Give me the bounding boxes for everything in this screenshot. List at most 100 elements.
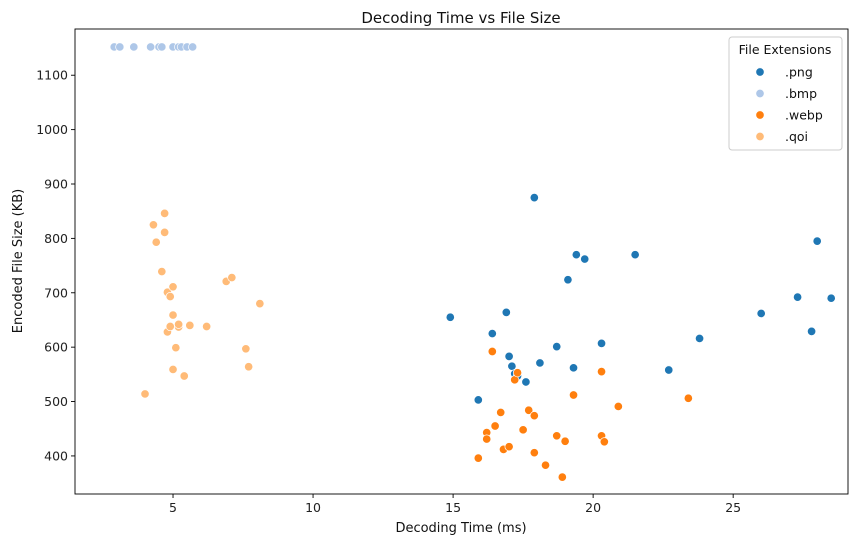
data-point-bmp bbox=[115, 42, 125, 52]
data-point-png bbox=[504, 351, 514, 361]
data-point-png bbox=[812, 236, 822, 246]
data-point-png bbox=[445, 312, 455, 322]
data-point-png bbox=[756, 308, 766, 318]
data-point-qoi bbox=[157, 267, 167, 277]
data-point-webp bbox=[557, 472, 567, 482]
data-point-webp bbox=[552, 431, 562, 441]
x-axis-title: Decoding Time (ms) bbox=[395, 521, 526, 536]
data-point-png bbox=[826, 293, 836, 303]
legend: File Extensions .png .bmp .webp .qoi bbox=[728, 36, 843, 151]
x-tick-label: 5 bbox=[169, 500, 177, 515]
y-tick-label: 1000 bbox=[36, 122, 68, 137]
data-point-webp bbox=[512, 368, 523, 378]
data-point-png bbox=[563, 275, 573, 285]
x-tick-label: 25 bbox=[725, 500, 741, 515]
data-point-png bbox=[535, 358, 545, 368]
y-tick-label: 600 bbox=[44, 340, 68, 355]
data-point-png bbox=[568, 363, 579, 373]
data-point-qoi bbox=[168, 364, 178, 375]
data-point-png bbox=[695, 333, 705, 344]
data-point-qoi bbox=[151, 237, 161, 247]
data-point-webp bbox=[596, 367, 607, 377]
data-point-bmp bbox=[188, 42, 198, 52]
data-point-qoi bbox=[227, 272, 237, 283]
legend-label-webp: .webp bbox=[785, 108, 823, 123]
x-tick-label: 10 bbox=[305, 500, 321, 515]
data-point-png bbox=[793, 292, 803, 302]
data-point-qoi bbox=[255, 299, 265, 309]
data-point-png bbox=[807, 326, 817, 336]
legend-label-png: .png bbox=[785, 65, 813, 80]
data-point-webp bbox=[540, 460, 551, 470]
plot-frame bbox=[74, 28, 849, 495]
data-point-png bbox=[487, 329, 497, 339]
legend-marker-webp bbox=[755, 110, 765, 120]
data-point-qoi bbox=[168, 310, 178, 320]
y-axis-title: Encoded File Size (KB) bbox=[11, 189, 26, 333]
data-point-qoi bbox=[241, 344, 251, 354]
data-point-png bbox=[630, 250, 640, 260]
x-axis: 5 10 15 20 25 bbox=[169, 494, 741, 515]
data-point-png bbox=[501, 307, 511, 317]
data-point-qoi bbox=[168, 282, 178, 292]
data-point-png bbox=[521, 377, 531, 387]
y-tick-label: 1100 bbox=[36, 68, 68, 83]
data-point-webp bbox=[560, 436, 570, 446]
data-point-webp bbox=[529, 411, 539, 421]
y-tick-label: 500 bbox=[44, 394, 68, 409]
y-tick-label: 400 bbox=[44, 448, 68, 463]
data-point-qoi bbox=[171, 343, 181, 353]
data-point-png bbox=[552, 342, 562, 352]
data-point-png bbox=[580, 254, 590, 264]
y-tick-label: 700 bbox=[44, 285, 68, 300]
data-point-bmp bbox=[157, 42, 167, 52]
x-tick-label: 20 bbox=[585, 500, 601, 515]
legend-marker-png bbox=[755, 67, 765, 77]
data-point-webp bbox=[504, 442, 514, 452]
data-point-qoi bbox=[160, 208, 170, 218]
data-point-qoi bbox=[185, 320, 195, 330]
data-point-webp bbox=[482, 434, 492, 444]
y-tick-label: 800 bbox=[44, 231, 68, 246]
legend-box bbox=[728, 36, 843, 151]
y-axis: 400 500 600 700 800 900 1000 1100 bbox=[36, 68, 75, 463]
y-tick-label: 900 bbox=[44, 177, 68, 192]
data-point-qoi bbox=[148, 220, 158, 230]
data-point-png bbox=[596, 338, 607, 348]
data-point-webp bbox=[599, 437, 609, 447]
x-tick-label: 15 bbox=[445, 500, 461, 515]
legend-marker-bmp bbox=[755, 88, 765, 99]
data-point-webp bbox=[490, 421, 500, 431]
data-point-qoi bbox=[160, 227, 170, 237]
data-point-webp bbox=[529, 448, 539, 458]
data-point-webp bbox=[487, 346, 497, 357]
data-point-qoi bbox=[244, 362, 254, 372]
data-point-qoi bbox=[165, 321, 175, 332]
legend-label-bmp: .bmp bbox=[785, 86, 817, 101]
data-point-qoi bbox=[140, 389, 150, 399]
plot-area-group bbox=[74, 28, 849, 495]
data-point-bmp bbox=[129, 42, 139, 52]
data-point-qoi bbox=[179, 371, 189, 381]
data-point-png bbox=[473, 395, 483, 405]
data-point-qoi bbox=[165, 292, 175, 302]
legend-title: File Extensions bbox=[739, 42, 832, 57]
data-point-webp bbox=[568, 390, 579, 400]
data-points bbox=[109, 42, 836, 482]
data-point-webp bbox=[683, 393, 693, 403]
data-point-qoi bbox=[174, 319, 184, 329]
data-point-png bbox=[529, 193, 539, 203]
data-point-png bbox=[571, 250, 581, 260]
data-point-bmp bbox=[146, 42, 156, 52]
data-point-webp bbox=[613, 401, 623, 411]
legend-label-qoi: .qoi bbox=[785, 129, 808, 144]
legend-marker-qoi bbox=[755, 131, 765, 142]
data-point-qoi bbox=[202, 321, 212, 332]
data-point-png bbox=[664, 365, 674, 375]
data-point-webp bbox=[496, 407, 506, 417]
data-point-webp bbox=[524, 405, 534, 415]
chart-title: Decoding Time vs File Size bbox=[361, 9, 560, 27]
data-point-webp bbox=[473, 453, 483, 463]
